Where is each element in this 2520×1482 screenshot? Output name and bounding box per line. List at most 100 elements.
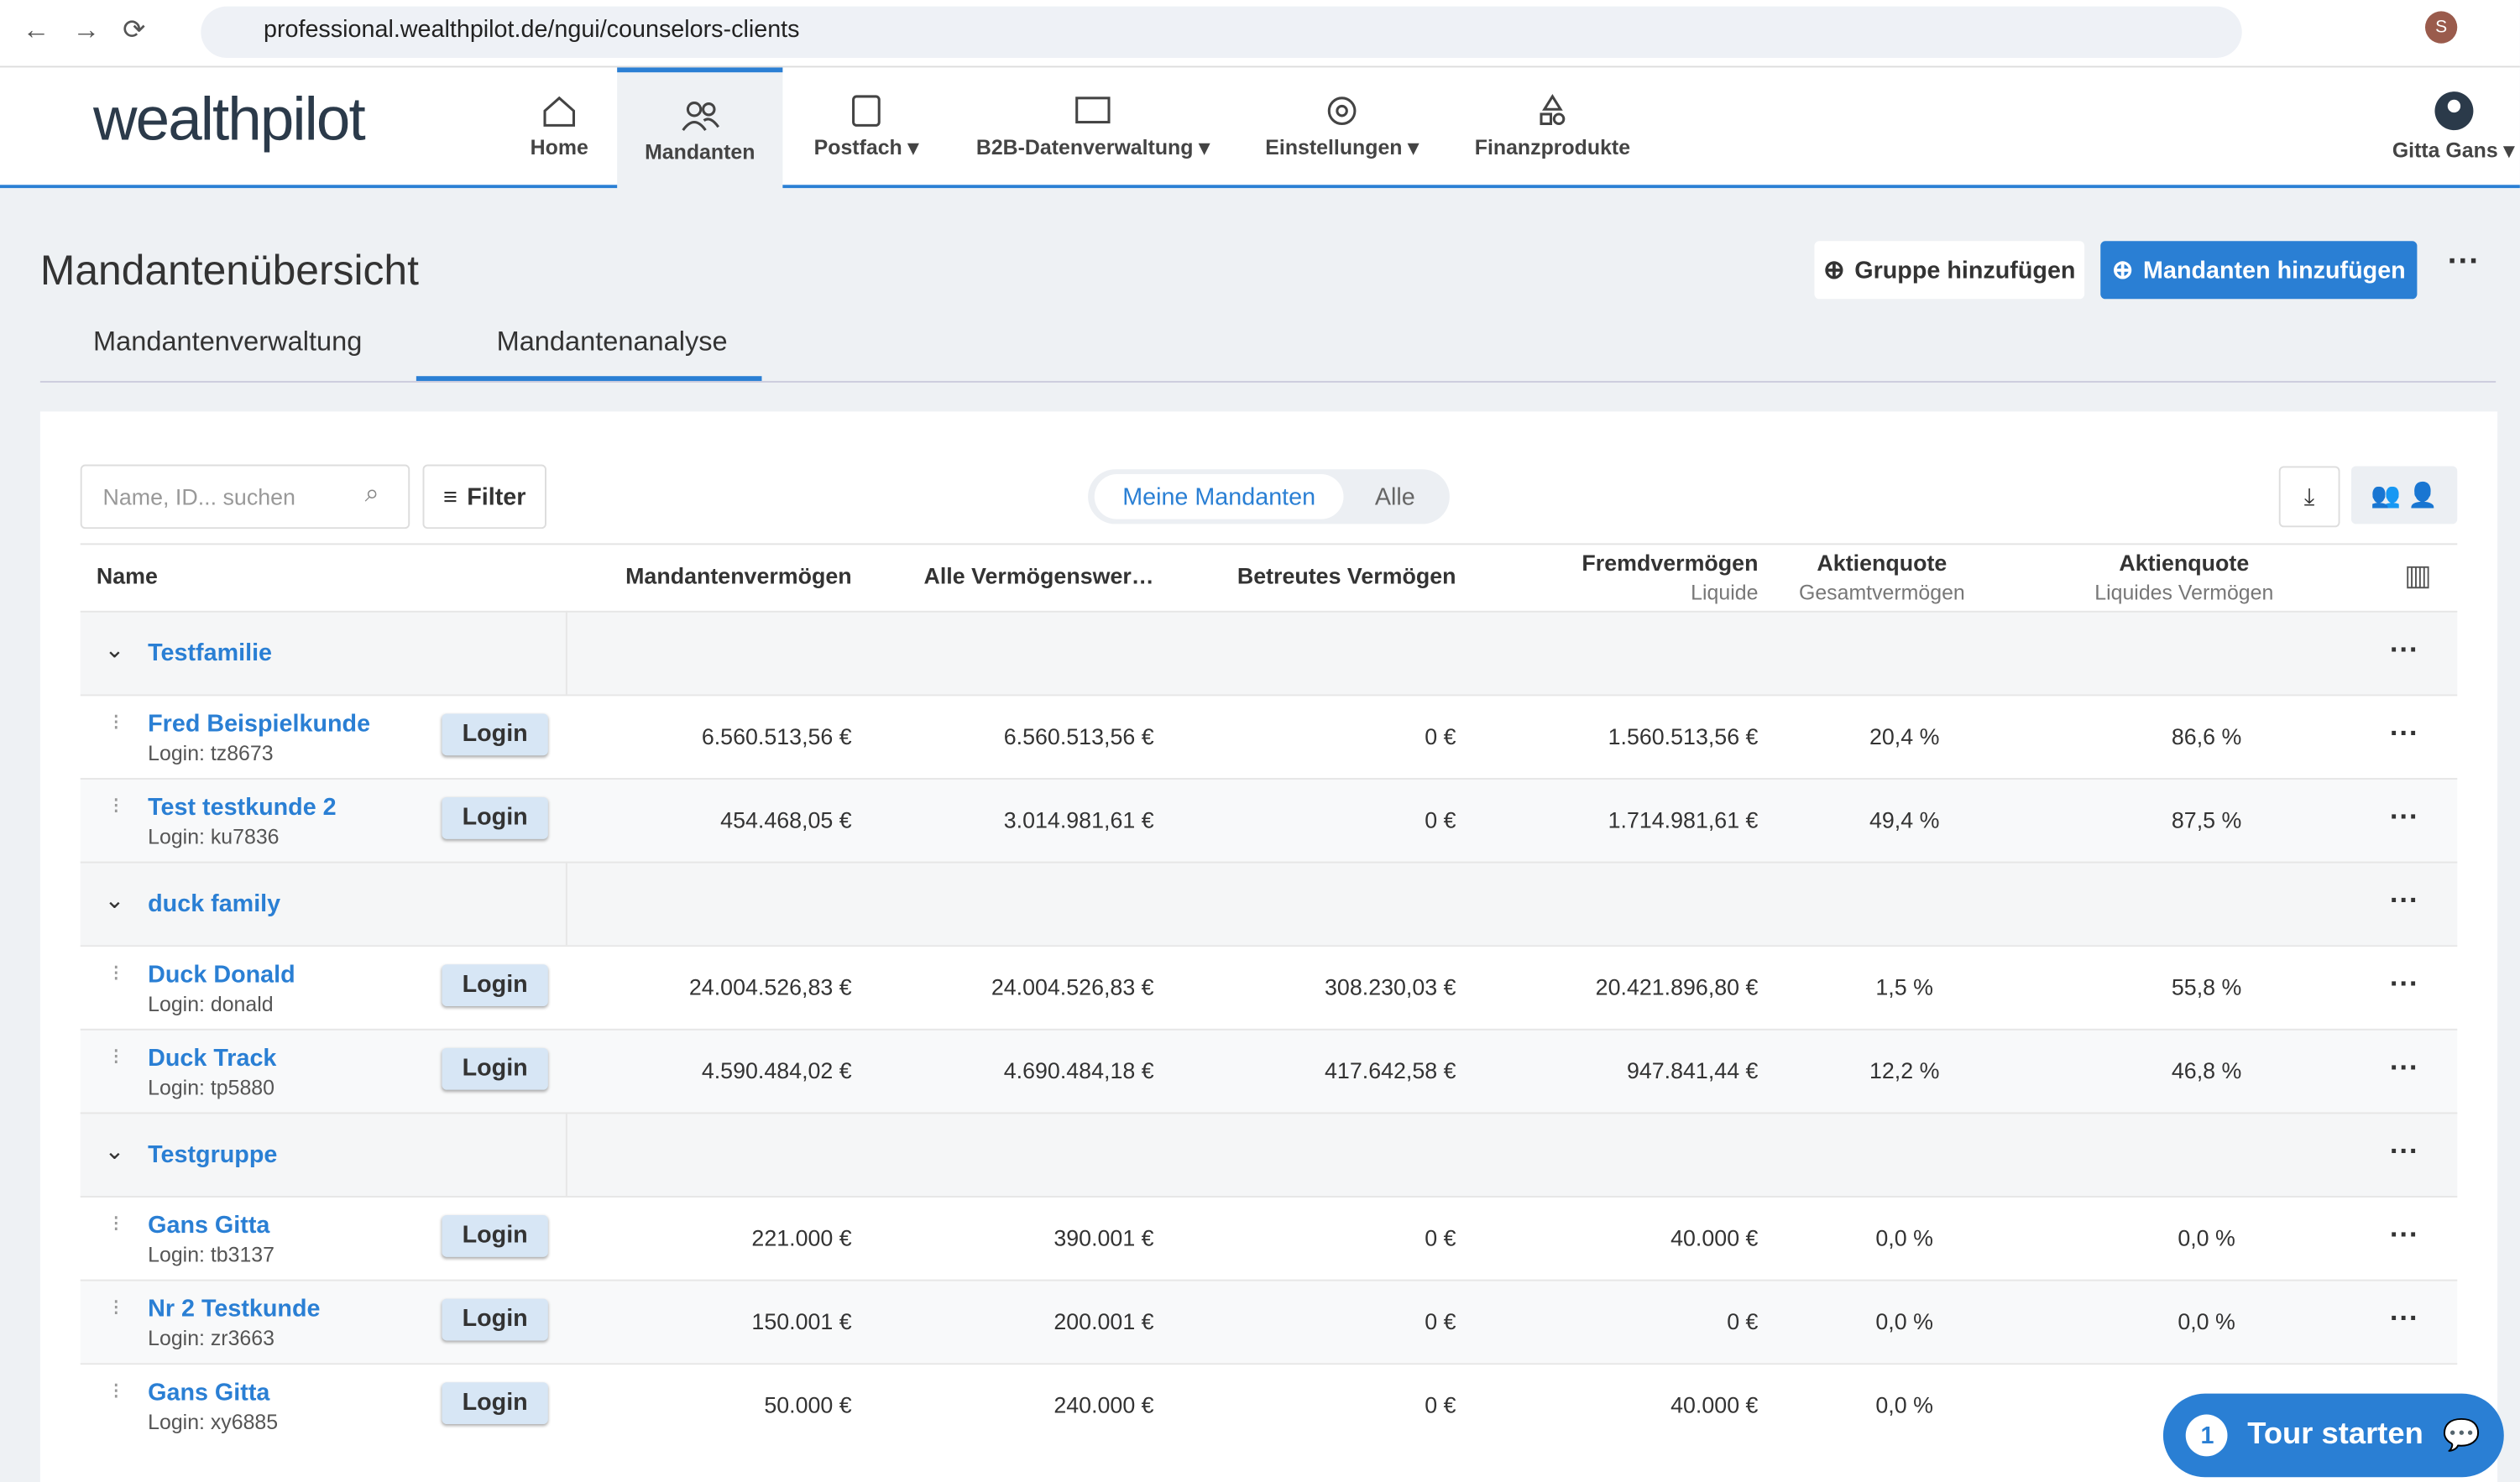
group-row	[80, 861, 2458, 947]
row-menu[interactable]: ···	[2389, 1051, 2419, 1083]
more-button[interactable]: ···	[2447, 244, 2481, 280]
row-menu[interactable]: ···	[2389, 1302, 2419, 1334]
group-row	[80, 610, 2458, 697]
brand[interactable]: wealthpilot	[93, 86, 366, 154]
row-menu[interactable]: ···	[2389, 633, 2419, 665]
top-nav: wealthpilot	[0, 67, 2520, 189]
login-button[interactable]: Login	[442, 1298, 548, 1341]
expand-icon[interactable]: ⌄	[104, 1138, 125, 1166]
column-header: Mandantenvermögen	[625, 562, 852, 589]
client-name[interactable]: Fred Beispielkunde	[148, 710, 371, 738]
login-button[interactable]: Login	[442, 713, 548, 756]
cell-value: 40.000 €	[1670, 1224, 1759, 1251]
add-client-button[interactable]: ⊕ Mandanten hinzufügen	[2100, 241, 2418, 300]
row-menu[interactable]: ···	[2389, 884, 2419, 916]
cell-value: 24.004.526,83 €	[688, 973, 852, 1000]
toggle-option[interactable]: Meine Mandanten	[1094, 474, 1344, 519]
login-button[interactable]: Login	[442, 1215, 548, 1257]
tab-divider	[39, 380, 2496, 383]
login-button[interactable]: Login	[442, 1047, 548, 1090]
row-menu[interactable]: ···	[2389, 1135, 2419, 1167]
login-button[interactable]: Login	[442, 964, 548, 1007]
drag-handle[interactable]: ⁝	[112, 792, 120, 818]
browser-controls[interactable]: ← → ⟳	[22, 14, 146, 45]
group-name[interactable]: Testfamilie	[148, 639, 273, 667]
drag-handle[interactable]: ⁝	[112, 1210, 120, 1236]
toggle-option[interactable]: Alle	[1353, 474, 1437, 519]
nav-item[interactable]: Home	[511, 67, 608, 185]
cell-value: 308.230,03 €	[1325, 973, 1456, 1000]
login-button[interactable]: Login	[442, 797, 548, 839]
icon	[1327, 96, 1357, 125]
nav-item[interactable]: Finanzprodukte	[1471, 67, 1634, 185]
client-name[interactable]: Gans Gitta	[148, 1379, 270, 1406]
tab[interactable]: Mandantenverwaltung	[93, 326, 363, 357]
group-name[interactable]: duck family	[148, 890, 281, 918]
row-menu[interactable]: ···	[2389, 717, 2419, 749]
client-name[interactable]: Duck Track	[148, 1045, 277, 1072]
tour-step: 1	[2186, 1414, 2229, 1457]
cell-value: 86,6 %	[2171, 723, 2242, 749]
tour-button[interactable]: 1 Tour starten 💬	[2162, 1393, 2504, 1478]
column-header: Alle Vermögenswer…	[923, 562, 1154, 589]
column-header: Aktienquote	[2119, 550, 2250, 576]
group-cell-divider	[565, 1112, 567, 1197]
address-bar[interactable]	[201, 6, 2242, 58]
profile-avatar[interactable]: S	[2424, 11, 2458, 44]
column-subheader: Liquide	[1691, 580, 1759, 605]
nav-label: Home	[530, 134, 588, 159]
cell-value: 947.841,44 €	[1626, 1057, 1759, 1083]
expand-icon[interactable]: ⌄	[104, 887, 125, 915]
cell-value: 20.421.896,80 €	[1595, 973, 1759, 1000]
login-button[interactable]: Login	[442, 1382, 548, 1425]
tab-indicator	[416, 376, 762, 381]
cell-value: 150.001 €	[751, 1308, 852, 1334]
drag-handle[interactable]: ⁝	[112, 1043, 120, 1069]
icon: ⊕	[2111, 257, 2134, 285]
row-menu[interactable]: ···	[2389, 1218, 2419, 1251]
cell-value: 0 €	[1425, 1224, 1456, 1251]
nav-item[interactable]: Postfach ▾	[803, 67, 928, 185]
nav-label: Postfach ▾	[813, 133, 919, 159]
column-header: Name	[96, 562, 158, 589]
client-name[interactable]: Nr 2 Testkunde	[148, 1295, 321, 1323]
cell-value: 221.000 €	[751, 1224, 852, 1251]
tour-label: Tour starten	[2247, 1417, 2423, 1452]
cell-value: 454.468,05 €	[720, 806, 852, 833]
add-group-button[interactable]: ⊕ Gruppe hinzufügen	[1814, 241, 2085, 300]
icon: ≡	[442, 483, 457, 511]
button-label: Filter	[467, 483, 526, 511]
cell-value: 200.001 €	[1053, 1308, 1154, 1334]
user-menu[interactable]: Gitta Gans ▾	[2387, 67, 2520, 185]
cell-value: 20,4 %	[1869, 723, 1940, 749]
client-login: Login: donald	[148, 991, 274, 1016]
search-input[interactable]: Name, ID... suchen ⌕	[80, 464, 410, 530]
drag-handle[interactable]: ⁝	[112, 1377, 120, 1404]
drag-handle[interactable]: ⁝	[112, 708, 120, 735]
cell-value: 0,0 %	[2178, 1308, 2235, 1334]
icon	[681, 102, 719, 132]
group-name[interactable]: Testgruppe	[148, 1140, 278, 1169]
row-menu[interactable]: ···	[2389, 800, 2419, 833]
view-toggle[interactable]: 👥 👤	[2350, 466, 2458, 524]
filter-button[interactable]: ≡ Filter	[422, 464, 546, 530]
download-button[interactable]: ⤓	[2278, 466, 2340, 528]
row-menu[interactable]: ···	[2389, 968, 2419, 1000]
table-card: Name, ID... suchen ⌕ ≡ Filter Meine Mandan…	[39, 411, 2498, 1482]
cell-value: 46,8 %	[2171, 1057, 2242, 1083]
drag-handle[interactable]: ⁝	[112, 1293, 120, 1320]
nav-item[interactable]: Einstellungen ▾	[1258, 67, 1425, 185]
nav-item[interactable]: Mandanten	[617, 67, 783, 190]
tab[interactable]: Mandantenanalyse	[496, 326, 728, 357]
nav-item[interactable]: B2B-Datenverwaltung ▾	[970, 67, 1215, 185]
expand-icon[interactable]: ⌄	[104, 636, 125, 665]
drag-handle[interactable]: ⁝	[112, 959, 120, 986]
client-name[interactable]: Test testkunde 2	[148, 794, 337, 822]
client-name[interactable]: Gans Gitta	[148, 1212, 270, 1239]
button-label: Mandanten hinzufügen	[2143, 256, 2406, 284]
group-cell-divider	[565, 610, 567, 695]
nav-label: Einstellungen ▾	[1265, 133, 1419, 159]
column-settings[interactable]: ▥	[2404, 559, 2432, 592]
cell-value: 4.590.484,02 €	[701, 1057, 852, 1083]
client-name[interactable]: Duck Donald	[148, 961, 295, 989]
